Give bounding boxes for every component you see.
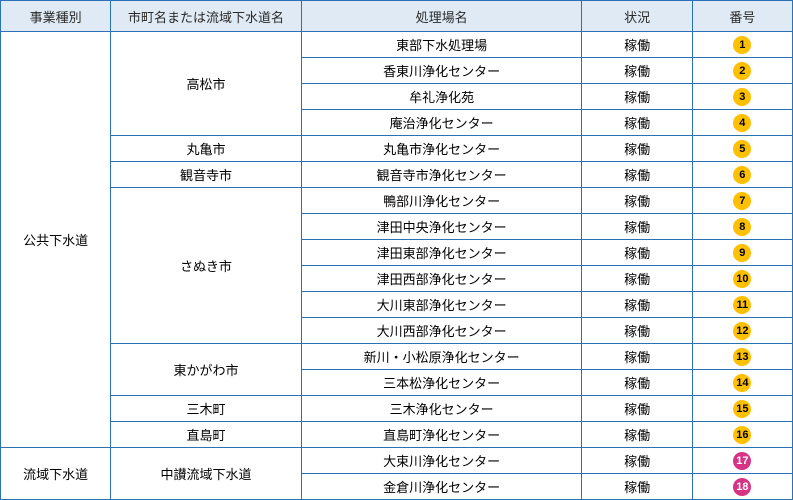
plant-cell: 三木浄化センター — [301, 396, 582, 422]
city-cell: 丸亀市 — [111, 136, 301, 162]
status-cell: 稼働 — [582, 84, 692, 110]
plant-cell: 大束川浄化センター — [301, 448, 582, 474]
category-cell: 公共下水道 — [1, 32, 111, 448]
table-row: 公共下水道高松市東部下水処理場稼働1 — [1, 32, 793, 58]
plant-cell: 津田西部浄化センター — [301, 266, 582, 292]
number-badge: 12 — [733, 322, 751, 340]
plant-cell: 庵治浄化センター — [301, 110, 582, 136]
number-badge: 6 — [733, 166, 751, 184]
number-badge: 9 — [733, 244, 751, 262]
plant-cell: 新川・小松原浄化センター — [301, 344, 582, 370]
plant-cell: 三本松浄化センター — [301, 370, 582, 396]
status-cell: 稼働 — [582, 214, 692, 240]
status-cell: 稼働 — [582, 58, 692, 84]
table-row: 丸亀市丸亀市浄化センター稼働 5 — [1, 136, 793, 162]
plant-cell: 牟礼浄化苑 — [301, 84, 582, 110]
status-cell: 稼働 — [582, 188, 692, 214]
table-row: 直島町直島町浄化センター稼働 16 — [1, 422, 793, 448]
number-badge: 3 — [733, 88, 751, 106]
table-row: 東かがわ市新川・小松原浄化センター稼働13 — [1, 344, 793, 370]
status-cell: 稼働 — [582, 162, 692, 188]
number-badge: 1 — [733, 36, 751, 54]
number-cell: 12 — [692, 318, 792, 344]
number-badge: 2 — [733, 62, 751, 80]
table-row: さぬき市鴨部川浄化センター稼働7 — [1, 188, 793, 214]
table-row: 流域下水道中讃流域下水道大束川浄化センター稼働17 — [1, 448, 793, 474]
number-cell: 9 — [692, 240, 792, 266]
number-cell: 1 — [692, 32, 792, 58]
number-cell: 6 — [692, 162, 792, 188]
number-cell: 11 — [692, 292, 792, 318]
header-city: 市町名または流域下水道名 — [111, 1, 301, 32]
status-cell: 稼働 — [582, 422, 692, 448]
table-row: 観音寺市観音寺市浄化センター稼働 6 — [1, 162, 793, 188]
number-cell: 2 — [692, 58, 792, 84]
number-badge: 15 — [733, 400, 751, 418]
number-badge: 4 — [733, 114, 751, 132]
number-cell: 10 — [692, 266, 792, 292]
status-cell: 稼働 — [582, 370, 692, 396]
number-cell: 15 — [692, 396, 792, 422]
plant-cell: 大川東部浄化センター — [301, 292, 582, 318]
number-badge: 16 — [733, 426, 751, 444]
number-badge: 7 — [733, 192, 751, 210]
status-cell: 稼働 — [582, 266, 692, 292]
status-cell: 稼働 — [582, 240, 692, 266]
city-cell: 観音寺市 — [111, 162, 301, 188]
table-body: 公共下水道高松市東部下水処理場稼働1香東川浄化センター稼働2牟礼浄化苑稼働3庵治… — [1, 32, 793, 500]
plant-cell: 直島町浄化センター — [301, 422, 582, 448]
number-badge: 13 — [733, 348, 751, 366]
number-cell: 7 — [692, 188, 792, 214]
plant-cell: 観音寺市浄化センター — [301, 162, 582, 188]
plant-cell: 大川西部浄化センター — [301, 318, 582, 344]
header-status: 状況 — [582, 1, 692, 32]
status-cell: 稼働 — [582, 318, 692, 344]
plant-cell: 鴨部川浄化センター — [301, 188, 582, 214]
plant-cell: 東部下水処理場 — [301, 32, 582, 58]
status-cell: 稼働 — [582, 110, 692, 136]
number-badge: 10 — [733, 270, 751, 288]
status-cell: 稼働 — [582, 448, 692, 474]
number-cell: 4 — [692, 110, 792, 136]
city-cell: 高松市 — [111, 32, 301, 136]
plant-cell: 津田中央浄化センター — [301, 214, 582, 240]
category-cell: 流域下水道 — [1, 448, 111, 500]
number-cell: 8 — [692, 214, 792, 240]
status-cell: 稼働 — [582, 292, 692, 318]
number-badge: 8 — [733, 218, 751, 236]
plant-cell: 香東川浄化センター — [301, 58, 582, 84]
number-cell: 16 — [692, 422, 792, 448]
header-row: 事業種別 市町名または流域下水道名 処理場名 状況 番号 — [1, 1, 793, 32]
status-cell: 稼働 — [582, 474, 692, 500]
status-cell: 稼働 — [582, 32, 692, 58]
header-category: 事業種別 — [1, 1, 111, 32]
number-cell: 17 — [692, 448, 792, 474]
city-cell: 東かがわ市 — [111, 344, 301, 396]
number-badge: 5 — [733, 140, 751, 158]
table-row: 三木町三木浄化センター稼働 15 — [1, 396, 793, 422]
number-cell: 14 — [692, 370, 792, 396]
header-number: 番号 — [692, 1, 792, 32]
sewerage-table: 事業種別 市町名または流域下水道名 処理場名 状況 番号 公共下水道高松市東部下… — [0, 0, 793, 500]
plant-cell: 津田東部浄化センター — [301, 240, 582, 266]
city-cell: 三木町 — [111, 396, 301, 422]
status-cell: 稼働 — [582, 396, 692, 422]
number-cell: 18 — [692, 474, 792, 500]
city-cell: 中讃流域下水道 — [111, 448, 301, 500]
header-plant: 処理場名 — [301, 1, 582, 32]
status-cell: 稼働 — [582, 344, 692, 370]
number-badge: 11 — [733, 296, 751, 314]
status-cell: 稼働 — [582, 136, 692, 162]
city-cell: さぬき市 — [111, 188, 301, 344]
number-badge: 14 — [733, 374, 751, 392]
number-badge: 18 — [733, 478, 751, 496]
number-cell: 13 — [692, 344, 792, 370]
number-cell: 3 — [692, 84, 792, 110]
city-cell: 直島町 — [111, 422, 301, 448]
number-cell: 5 — [692, 136, 792, 162]
plant-cell: 金倉川浄化センター — [301, 474, 582, 500]
plant-cell: 丸亀市浄化センター — [301, 136, 582, 162]
number-badge: 17 — [733, 452, 751, 470]
